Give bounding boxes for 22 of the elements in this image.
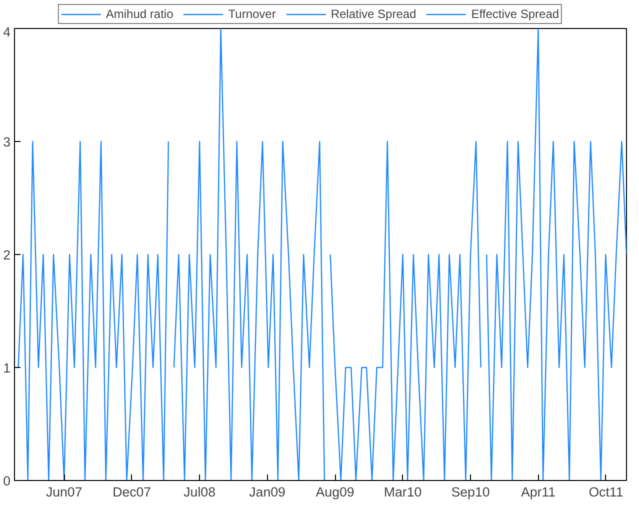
x-tick-label: Aug09 [316, 484, 354, 500]
y-tick-label: 1 [3, 360, 11, 376]
x-tick-label: Apr11 [520, 484, 556, 500]
line-series [330, 140, 482, 480]
y-tick-label: 3 [3, 134, 11, 150]
x-tick-label: Mar10 [384, 484, 422, 500]
x-tick-label: Sep10 [451, 484, 490, 500]
legend-label: Turnover [228, 7, 276, 21]
line-series [173, 28, 326, 480]
y-tick-label: 0 [3, 474, 11, 488]
x-tick-label: Dec07 [112, 484, 152, 500]
legend-label: Amihud ratio [106, 7, 174, 21]
y-tick-label: 4 [3, 24, 12, 40]
legend-label: Relative Spread [330, 7, 416, 21]
x-tick-label: Jul08 [184, 484, 216, 500]
legend-label: Effective Spread [471, 7, 560, 21]
line-series [486, 28, 626, 480]
x-tick-label: Jun07 [46, 484, 82, 500]
y-tick-label: 2 [3, 248, 11, 262]
line-series [18, 140, 170, 480]
x-tick-label: Oct11 [588, 484, 624, 500]
x-tick-label: Jan09 [249, 484, 286, 500]
